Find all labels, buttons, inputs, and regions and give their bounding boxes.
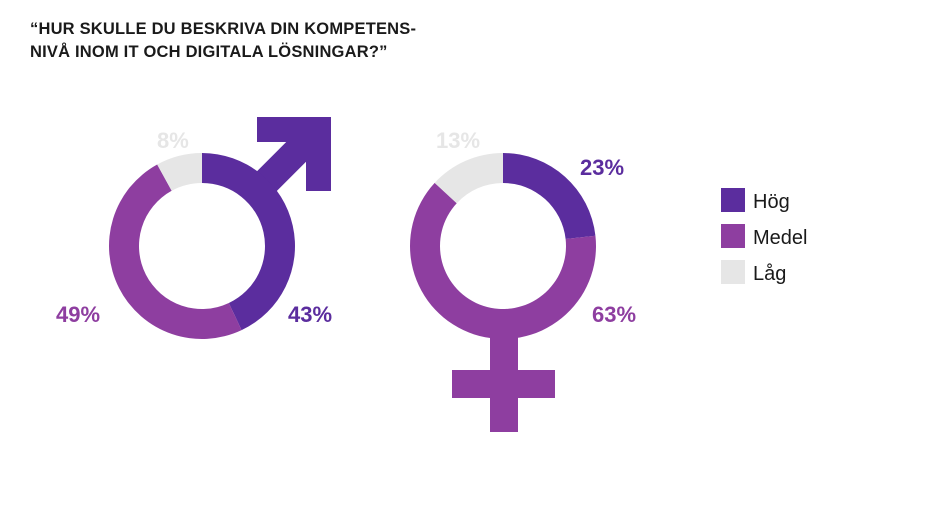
legend-label-hog: Hög	[753, 191, 790, 213]
female-segment-hog	[503, 153, 596, 240]
female-label-hog: 23%	[580, 155, 624, 180]
female-symbol-cross	[452, 336, 555, 432]
legend-swatch-lag	[721, 260, 745, 284]
legend: Hög Medel Låg	[721, 188, 807, 285]
legend-label-lag: Låg	[753, 263, 786, 285]
female-cross-horizontal	[452, 370, 555, 398]
female-chart: 23% 63% 13%	[410, 128, 636, 432]
male-donut	[108, 153, 295, 340]
male-label-medel: 49%	[56, 302, 100, 327]
chart-title-line-1: “HUR SKULLE DU BESKRIVA DIN KOMPETENS-	[30, 20, 417, 38]
female-donut	[410, 153, 597, 339]
male-segment-medel	[108, 164, 242, 340]
female-segment-medel	[410, 182, 597, 339]
legend-label-medel: Medel	[753, 227, 807, 249]
male-segment-hog	[202, 153, 295, 331]
female-label-lag: 13%	[436, 128, 480, 153]
chart-title-line-2: NIVÅ INOM IT OCH DIGITALA LÖSNINGAR?”	[30, 43, 388, 61]
male-symbol-arrow	[250, 117, 331, 198]
male-label-hog: 43%	[288, 302, 332, 327]
male-arrow-head	[257, 117, 331, 191]
legend-item-hog: Hög	[721, 188, 790, 213]
legend-item-lag: Låg	[721, 260, 786, 285]
legend-swatch-medel	[721, 224, 745, 248]
female-segment-lag	[434, 153, 503, 204]
male-segment-lag	[157, 153, 202, 191]
female-label-medel: 63%	[592, 302, 636, 327]
legend-item-medel: Medel	[721, 224, 807, 249]
male-chart: 43% 49% 8%	[56, 117, 332, 340]
legend-swatch-hog	[721, 188, 745, 212]
chart-title: “HUR SKULLE DU BESKRIVA DIN KOMPETENS- N…	[30, 18, 416, 64]
male-label-lag: 8%	[157, 128, 189, 153]
